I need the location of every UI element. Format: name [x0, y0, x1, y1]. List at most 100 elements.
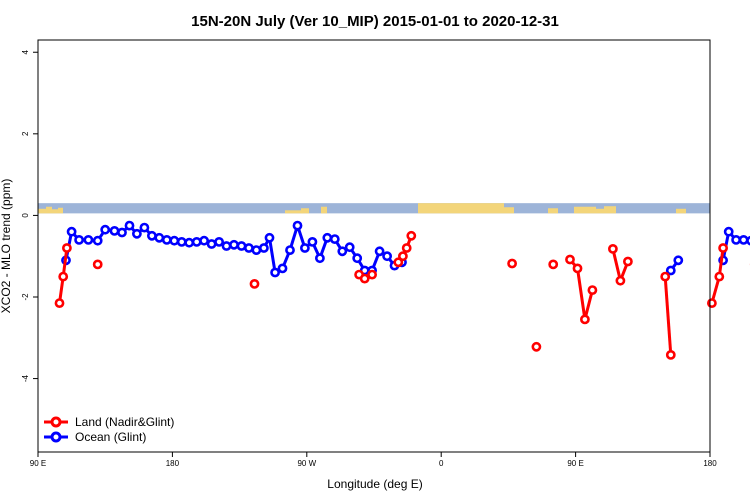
y-tick-label: 2 [21, 131, 30, 136]
data-point [314, 253, 325, 264]
map-strip [38, 203, 710, 214]
data-point [62, 243, 72, 253]
data-point [277, 263, 288, 274]
land-patch [604, 206, 616, 214]
data-point [258, 243, 269, 253]
data-point [337, 246, 348, 257]
data-point [264, 232, 275, 243]
data-point [285, 245, 295, 255]
x-tick-label: 90 W [297, 459, 316, 468]
series-layer [54, 220, 750, 360]
land-patch [285, 210, 303, 214]
data-point [270, 267, 280, 278]
data-point [199, 235, 209, 246]
data-point [161, 234, 172, 245]
y-axis: 4 2 0 -2 -4 [21, 49, 38, 382]
data-point [117, 227, 127, 238]
data-point [124, 220, 135, 231]
legend-item-land: Land (Nadir&Glint) [44, 415, 174, 429]
land-patch [548, 208, 558, 214]
x-tick-label: 180 [703, 459, 717, 468]
data-point [139, 222, 150, 233]
data-point [307, 236, 318, 247]
legend: Land (Nadir&Glint) Ocean (Glint) [44, 415, 174, 444]
data-point [131, 228, 142, 239]
y-tick-label: -4 [21, 374, 30, 382]
data-point [382, 251, 392, 262]
y-tick-label: -2 [21, 293, 30, 301]
y-tick-label: 4 [21, 49, 30, 54]
data-point [109, 225, 120, 236]
land-patch [596, 208, 604, 214]
x-tick-label: 90 E [567, 459, 583, 468]
data-point [66, 226, 77, 237]
series-1 [61, 220, 750, 278]
chart-title: 15N-20N July (Ver 10_MIP) 2015-01-01 to … [191, 13, 559, 30]
data-point [92, 259, 103, 270]
land-patch [52, 209, 58, 214]
data-point [587, 285, 598, 295]
legend-ocean-label: Ocean (Glint) [75, 430, 146, 444]
y-axis-label: XCO2 - MLO trend (ppm) [0, 179, 13, 314]
data-point [707, 298, 717, 308]
data-point [374, 246, 385, 257]
data-point [236, 241, 247, 251]
data-point [154, 232, 165, 243]
land-patch [46, 206, 52, 214]
data-point [352, 253, 363, 264]
data-point [83, 234, 94, 245]
data-point [359, 273, 370, 284]
data-point [184, 237, 195, 248]
data-point [146, 230, 157, 241]
land-patch [301, 208, 309, 214]
data-point [367, 269, 377, 280]
data-point [100, 224, 111, 235]
land-patch [574, 206, 596, 214]
data-point [731, 234, 741, 245]
data-point [229, 239, 239, 250]
data-point [54, 298, 65, 308]
data-point [206, 239, 217, 249]
legend-land-label: Land (Nadir&Glint) [75, 415, 174, 429]
data-point [507, 258, 517, 269]
legend-item-ocean: Ocean (Glint) [44, 430, 146, 444]
data-point [714, 271, 725, 282]
data-point [393, 257, 404, 268]
data-point [572, 263, 583, 274]
data-point [401, 243, 412, 253]
land-patch [504, 207, 514, 214]
series-line [663, 276, 673, 356]
series-0 [54, 230, 750, 360]
x-axis-label: Longitude (deg E) [327, 477, 422, 491]
data-point [251, 245, 262, 255]
data-point [548, 259, 559, 270]
data-point [406, 230, 417, 241]
data-point [92, 235, 103, 246]
data-point [322, 232, 333, 243]
land-patch [418, 203, 504, 214]
data-point [191, 236, 202, 247]
legend-ocean-marker [50, 431, 62, 443]
data-point [615, 275, 626, 286]
data-point [665, 265, 676, 276]
land-patch [676, 208, 686, 214]
x-axis: 90 E 180 90 W 0 90 E 180 [30, 452, 717, 468]
data-point [623, 256, 633, 267]
data-point [665, 349, 676, 360]
data-point [565, 254, 575, 265]
data-point [329, 234, 340, 244]
land-patch [58, 207, 63, 214]
data-point [580, 314, 590, 325]
data-point [718, 243, 728, 253]
data-point [292, 220, 303, 231]
data-point [214, 236, 224, 247]
series-line [568, 258, 594, 321]
data-point [169, 235, 180, 246]
x-tick-label: 180 [166, 459, 180, 468]
data-point [249, 278, 260, 289]
data-point [397, 251, 408, 262]
land-patch [38, 208, 46, 214]
data-point [608, 243, 618, 254]
data-point [531, 341, 542, 352]
